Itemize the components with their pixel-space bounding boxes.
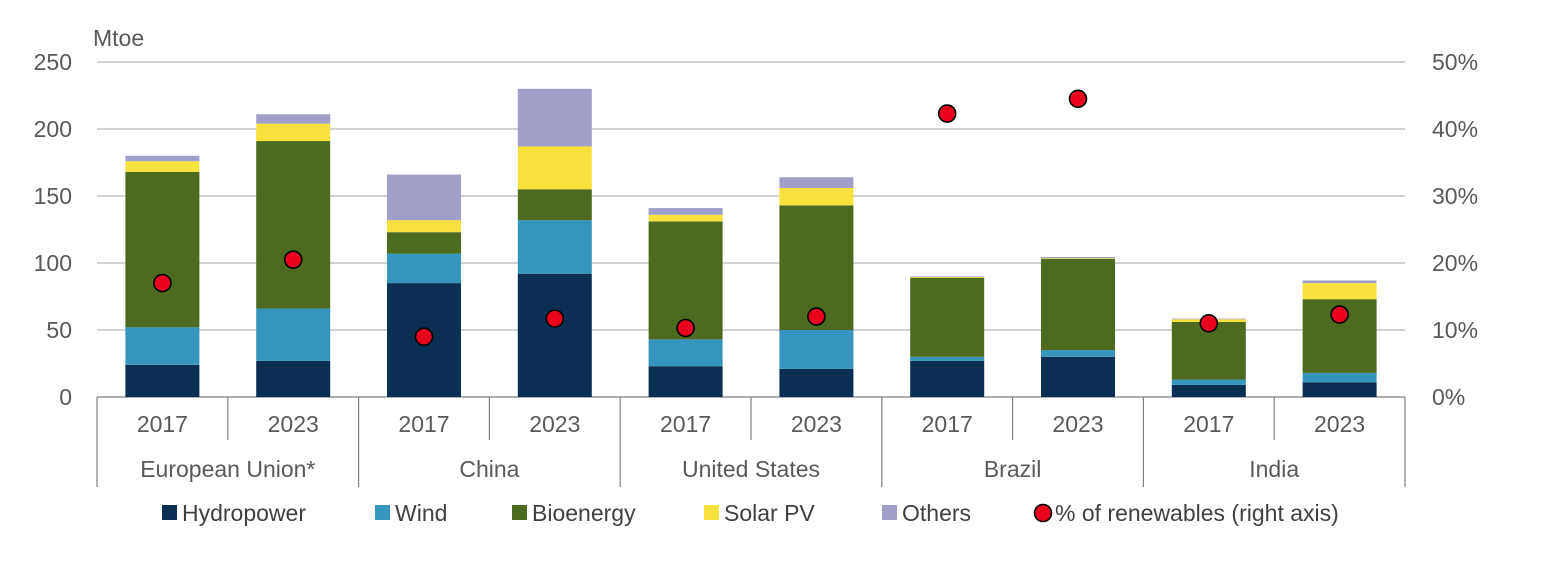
bar-segment-wind xyxy=(1302,372,1377,383)
bar-segment-solar-pv xyxy=(1302,283,1377,300)
renewables-share-dot xyxy=(545,309,565,328)
bar-segment-hydropower xyxy=(1041,356,1115,397)
renewables-share-dot xyxy=(283,250,303,269)
bar-segment-hydropower xyxy=(1302,382,1377,397)
y-unit-label: Mtoe xyxy=(93,25,144,51)
bar-segment-others xyxy=(256,114,331,124)
x-group-label: European Union* xyxy=(140,456,315,482)
bar-segment-bioenergy xyxy=(910,277,985,357)
y-right-tick-label: 50% xyxy=(1432,49,1478,75)
legend-swatch xyxy=(882,505,897,520)
y-left-tick-label: 150 xyxy=(34,183,72,209)
bar-segment-wind xyxy=(1041,350,1115,357)
legend-label: Wind xyxy=(395,500,447,526)
bar-segment-wind xyxy=(648,339,723,367)
x-group-label: United States xyxy=(682,456,820,482)
x-category-label: 2017 xyxy=(398,411,449,437)
bar-segment-solar-pv xyxy=(256,123,331,142)
legend-label: Bioenergy xyxy=(532,500,636,526)
legend-label: Others xyxy=(902,500,971,526)
renewables-share-dot xyxy=(153,273,172,293)
legend-swatch xyxy=(704,505,719,520)
y-left-tick-label: 0 xyxy=(59,384,72,410)
legend-label: % of renewables (right axis) xyxy=(1055,500,1339,526)
bar-segment-wind xyxy=(779,330,854,369)
y-left-tick-label: 200 xyxy=(34,116,72,142)
renewables-share-dot xyxy=(1330,305,1349,324)
renewables-share-dot xyxy=(1199,313,1219,333)
bar-segment-hydropower xyxy=(125,364,200,397)
y-left-tick-label: 100 xyxy=(34,250,72,276)
bar-segment-wind xyxy=(517,220,592,274)
bar-segment-others xyxy=(1302,280,1377,284)
bar-segment-bioenergy xyxy=(256,141,331,309)
renewables-share-dot xyxy=(937,104,957,123)
bar-segment-others xyxy=(779,177,854,188)
bar-segment-solar-pv xyxy=(517,146,592,190)
bar-segment-bioenergy xyxy=(387,232,461,254)
bar-segment-others xyxy=(648,208,723,215)
x-category-label: 2023 xyxy=(791,411,842,437)
legend-swatch-dot xyxy=(1033,503,1053,523)
x-category-label: 2017 xyxy=(922,411,973,437)
bar-segment-wind xyxy=(910,356,985,361)
bar-segment-wind xyxy=(256,308,331,361)
x-category-label: 2017 xyxy=(660,411,711,437)
bar-segment-wind xyxy=(125,327,200,365)
bar-segment-bioenergy xyxy=(1041,258,1115,351)
bar-segment-solar-pv xyxy=(779,187,854,206)
x-group-label: China xyxy=(459,456,519,482)
legend-swatch xyxy=(375,505,390,520)
legend-swatch xyxy=(512,505,527,520)
bar-segment-wind xyxy=(387,253,461,284)
bar-segment-solar-pv xyxy=(125,161,200,172)
x-category-label: 2023 xyxy=(1314,411,1365,437)
bar-segment-hydropower xyxy=(910,360,985,397)
y-left-tick-label: 50 xyxy=(46,317,72,343)
x-category-label: 2023 xyxy=(529,411,580,437)
x-category-label: 2017 xyxy=(1183,411,1234,437)
legend-label: Hydropower xyxy=(182,500,306,526)
legend-swatch xyxy=(162,505,177,520)
legend-label: Solar PV xyxy=(724,500,815,526)
y-right-tick-label: 20% xyxy=(1432,250,1478,276)
bar-segment-hydropower xyxy=(1171,384,1246,397)
bar-segment-solar-pv xyxy=(910,277,985,278)
renewables-share-dot xyxy=(807,307,826,326)
y-left-tick-label: 250 xyxy=(34,49,72,75)
x-category-label: 2023 xyxy=(268,411,319,437)
x-group-label: India xyxy=(1249,456,1299,482)
bar-segment-bioenergy xyxy=(517,189,592,221)
bar-segment-hydropower xyxy=(779,368,854,397)
bar-segment-others xyxy=(125,155,200,162)
bar-segment-hydropower xyxy=(648,366,723,397)
bar-segment-wind xyxy=(1171,379,1246,385)
renewables-share-dot xyxy=(1068,89,1088,109)
bar-segment-hydropower xyxy=(517,273,592,397)
bar-segment-solar-pv xyxy=(387,220,461,233)
renewables-share-dot xyxy=(414,327,434,347)
x-group-label: Brazil xyxy=(984,456,1042,482)
bar-segment-others xyxy=(387,174,461,221)
bar-segment-others xyxy=(1041,256,1115,259)
y-right-tick-label: 40% xyxy=(1432,116,1478,142)
x-category-label: 2023 xyxy=(1052,411,1103,437)
x-category-label: 2017 xyxy=(137,411,188,437)
y-right-tick-label: 30% xyxy=(1432,183,1478,209)
y-right-tick-label: 10% xyxy=(1432,317,1478,343)
bar-segment-solar-pv xyxy=(648,214,723,222)
bar-segment-solar-pv xyxy=(1041,258,1115,259)
bar-segment-others xyxy=(517,88,592,147)
renewables-share-dot xyxy=(676,318,695,338)
y-right-tick-label: 0% xyxy=(1432,384,1465,410)
bar-segment-hydropower xyxy=(256,360,331,397)
bar-segment-others xyxy=(910,276,985,278)
bar-segment-bioenergy xyxy=(125,171,200,328)
